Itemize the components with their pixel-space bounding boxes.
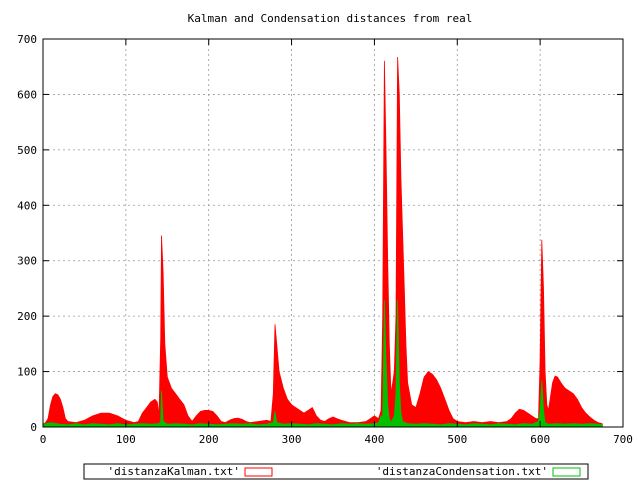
x-tick-label: 300 bbox=[282, 433, 302, 446]
series-area-1 bbox=[42, 300, 603, 428]
legend-swatch-condensation bbox=[552, 467, 581, 477]
y-tick-label: 400 bbox=[17, 199, 37, 212]
y-tick-label: 300 bbox=[17, 255, 37, 268]
x-tick-label: 500 bbox=[447, 433, 467, 446]
x-tick-label: 600 bbox=[530, 433, 550, 446]
legend-swatch-kalman bbox=[244, 467, 273, 477]
series-area-0 bbox=[42, 56, 603, 428]
legend-label-kalman: 'distanzaKalman.txt' bbox=[108, 465, 240, 478]
x-tick-label: 100 bbox=[116, 433, 136, 446]
grid bbox=[43, 39, 623, 427]
x-ticks: 0 100 200 300 400 500 600 700 bbox=[40, 39, 633, 446]
plot-frame bbox=[42, 38, 624, 428]
x-tick-label: 400 bbox=[364, 433, 384, 446]
x-tick-label: 200 bbox=[199, 433, 219, 446]
x-tick-label: 700 bbox=[613, 433, 633, 446]
x-tick-label: 0 bbox=[40, 433, 47, 446]
y-tick-label: 200 bbox=[17, 310, 37, 323]
legend-frame bbox=[83, 463, 589, 480]
y-tick-label: 700 bbox=[17, 33, 37, 46]
legend-label-condensation: 'distanzaCondensation.txt' bbox=[376, 465, 548, 478]
y-tick-label: 0 bbox=[30, 421, 37, 434]
y-ticks: 0 100 200 300 400 500 600 700 bbox=[17, 33, 623, 434]
chart-title: Kalman and Condensation distances from r… bbox=[188, 12, 473, 25]
y-tick-label: 100 bbox=[17, 366, 37, 379]
y-tick-label: 500 bbox=[17, 144, 37, 157]
y-tick-label: 600 bbox=[17, 88, 37, 101]
legend: 'distanzaKalman.txt' 'distanzaCondensati… bbox=[83, 463, 589, 480]
series-layer bbox=[42, 56, 603, 428]
